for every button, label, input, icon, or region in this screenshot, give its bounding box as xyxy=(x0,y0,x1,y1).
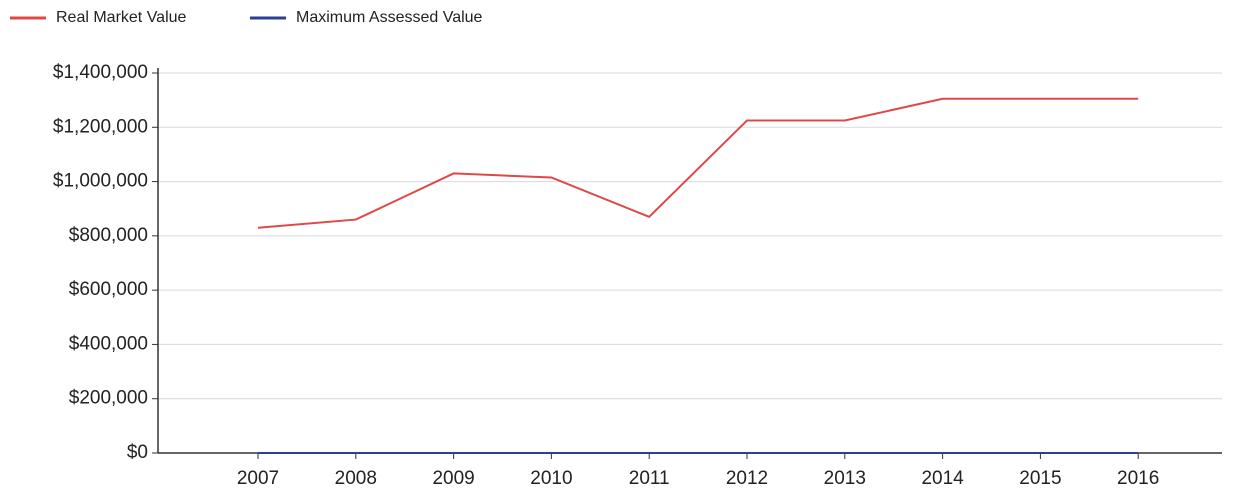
legend-label: Real Market Value xyxy=(56,9,187,26)
x-tick-label: 2010 xyxy=(530,468,572,489)
x-tick-label: 2012 xyxy=(726,468,768,489)
y-tick-label: $400,000 xyxy=(69,333,148,354)
y-tick-label: $200,000 xyxy=(69,388,148,409)
x-tick-label: 2014 xyxy=(921,468,964,489)
y-tick-label: $800,000 xyxy=(69,225,148,246)
x-tick-label: 2011 xyxy=(629,468,670,489)
x-tick-label: 2007 xyxy=(237,468,279,489)
x-tick-label: 2008 xyxy=(335,468,377,489)
y-tick-label: $1,000,000 xyxy=(53,171,148,192)
legend: Real Market Value Maximum Assessed Value xyxy=(10,9,483,26)
legend-label: Maximum Assessed Value xyxy=(296,9,483,26)
series-line xyxy=(257,97,1139,229)
x-tick-label: 2013 xyxy=(824,468,866,489)
y-tick-label: $0 xyxy=(127,442,148,463)
y-tick-label: $1,400,000 xyxy=(53,62,148,83)
y-tick-label: $600,000 xyxy=(69,279,148,300)
y-tick-label: $1,200,000 xyxy=(53,116,148,137)
x-tick-label: 2015 xyxy=(1019,468,1061,489)
x-tick-label: 2016 xyxy=(1117,468,1159,489)
x-tick-label: 2009 xyxy=(432,468,474,489)
